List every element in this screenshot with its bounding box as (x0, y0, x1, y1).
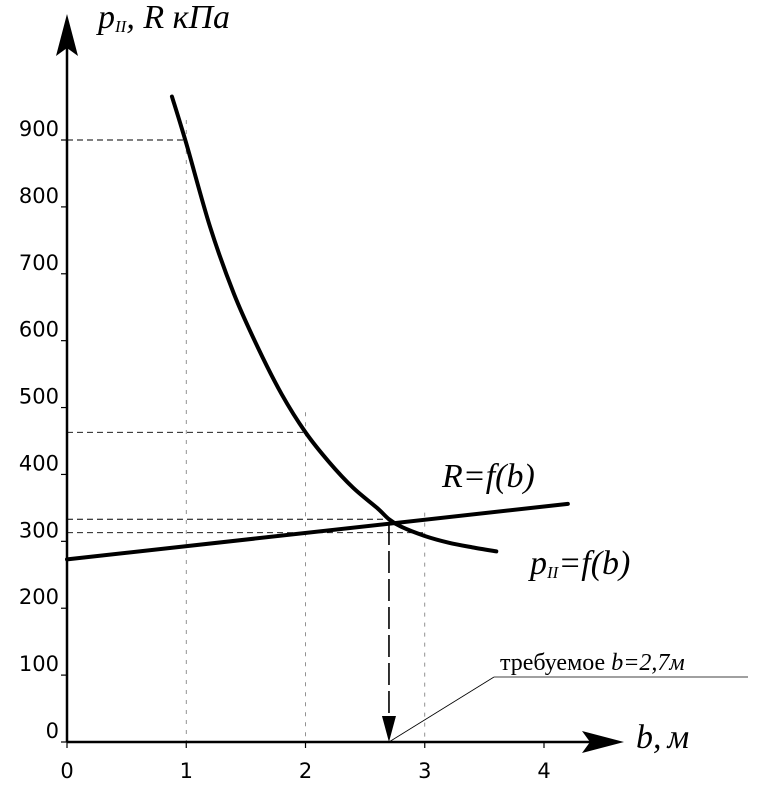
series-line-r (65, 501, 570, 562)
annotation-leader (388, 676, 495, 743)
annotation-text: требуемое b=2,7м (500, 650, 685, 676)
guide-lines (67, 120, 426, 742)
series-line-p (169, 94, 499, 554)
x-tick-label: 1 (180, 759, 193, 783)
annotation: требуемое b=2,7м (388, 650, 748, 743)
tick-labels: 0 100 200 300 400 500 600 700 800 900 0 1 2 3 4 (19, 117, 551, 783)
series-label-p: pII=f(b) (528, 545, 630, 582)
y-tick-label: 900 (19, 117, 59, 141)
y-axis-title: pII, R кПа (96, 0, 230, 36)
x-tick-label: 2 (299, 759, 312, 783)
x-tick-label: 4 (537, 759, 550, 783)
y-tick-label: 200 (19, 585, 59, 609)
y-tick-label: 0 (46, 719, 59, 743)
x-axis-arrow (582, 731, 624, 753)
curves (65, 94, 570, 562)
y-tick-label: 600 (19, 318, 59, 342)
x-axis-title: b, м (636, 719, 689, 756)
y-tick-label: 500 (19, 385, 59, 409)
y-axis-arrow (56, 14, 78, 56)
x-tick-label: 0 (60, 759, 73, 783)
y-tick-label: 400 (19, 451, 59, 475)
y-tick-label: 100 (19, 652, 59, 676)
y-tick-label: 300 (19, 518, 59, 542)
series-label-r: R=f(b) (441, 458, 535, 495)
x-tick-label: 3 (418, 759, 431, 783)
required-width-arrowhead (381, 716, 396, 742)
y-tick-label: 700 (19, 251, 59, 275)
y-tick-label: 800 (19, 184, 59, 208)
